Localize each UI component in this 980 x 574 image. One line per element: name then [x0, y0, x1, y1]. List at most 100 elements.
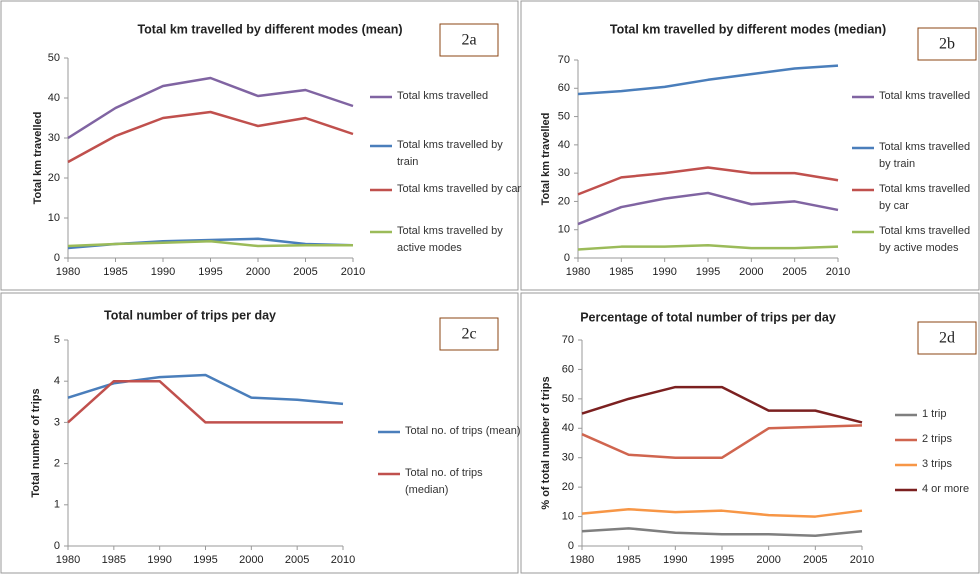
y-tick-label: 20	[562, 481, 574, 493]
y-tick-label: 40	[558, 139, 570, 151]
y-tick-label: 30	[558, 167, 570, 179]
panel-label: 2c	[461, 326, 476, 343]
y-tick-label: 3	[54, 416, 60, 428]
data-line	[581, 385, 863, 424]
x-tick-label: 1980	[56, 266, 80, 278]
x-tick-label: 1995	[193, 554, 217, 566]
panel-border	[0, 0, 519, 291]
y-tick-label: 0	[54, 540, 60, 552]
data-line	[577, 191, 839, 226]
y-tick-label: 4	[54, 375, 60, 387]
x-tick-label: 1995	[696, 266, 720, 278]
y-tick-label: 1	[54, 499, 60, 511]
legend-label: Total kms travelled by car	[397, 183, 522, 195]
panel-border	[520, 292, 980, 574]
x-tick-label: 2010	[826, 266, 850, 278]
y-tick-label: 30	[48, 132, 60, 144]
y-tick-label: 20	[558, 195, 570, 207]
x-tick-label: 1985	[103, 266, 127, 278]
y-tick-label: 40	[562, 422, 574, 434]
chart-title: Total km travelled by different modes (m…	[610, 22, 886, 36]
panel-border	[520, 0, 980, 291]
panel-label: 2b	[939, 36, 955, 53]
x-tick-label: 2005	[803, 554, 827, 566]
y-tick-label: 50	[558, 110, 570, 122]
data-line	[581, 527, 863, 537]
data-line	[67, 379, 343, 424]
y-tick-label: 40	[48, 92, 60, 104]
x-tick-label: 1985	[102, 554, 126, 566]
y-tick-label: 30	[562, 452, 574, 464]
legend-label: Total no. of trips (mean)	[405, 425, 521, 437]
x-tick-label: 2010	[850, 554, 874, 566]
x-tick-label: 2000	[756, 554, 780, 566]
y-tick-label: 0	[54, 252, 60, 264]
legend-label: Total kms travelled by train	[397, 139, 503, 168]
panel-label-box	[917, 321, 977, 355]
legend-label: 1 trip	[922, 408, 947, 420]
chart-title: Total km travelled by different modes (m…	[137, 22, 402, 36]
x-tick-label: 2010	[341, 266, 365, 278]
legend-label: 2 trips	[922, 433, 952, 445]
panel-label: 2a	[461, 32, 476, 49]
x-tick-label: 2000	[739, 266, 763, 278]
legend-label: 4 or more	[922, 483, 970, 495]
y-tick-label: 70	[562, 334, 574, 346]
x-tick-label: 1990	[663, 554, 687, 566]
chart-title: Total number of trips per day	[104, 308, 276, 322]
y-axis-label: % of total number of trips	[540, 376, 552, 509]
x-tick-label: 1980	[56, 554, 80, 566]
x-tick-label: 2010	[331, 554, 355, 566]
x-tick-label: 1985	[609, 266, 633, 278]
data-line	[581, 507, 863, 518]
y-tick-label: 0	[564, 252, 570, 264]
y-tick-label: 70	[558, 54, 570, 66]
data-line	[67, 239, 353, 248]
x-tick-label: 1990	[652, 266, 676, 278]
y-tick-label: 0	[568, 540, 574, 552]
x-tick-label: 2000	[246, 266, 270, 278]
y-tick-label: 60	[558, 82, 570, 94]
legend-label: Total kms travelled by active modes	[879, 225, 971, 254]
data-line	[67, 76, 354, 140]
x-tick-label: 1990	[147, 554, 171, 566]
x-tick-label: 1995	[710, 554, 734, 566]
panel-label-box	[439, 23, 499, 57]
x-tick-label: 2005	[782, 266, 806, 278]
legend-label: 3 trips	[922, 458, 952, 470]
x-tick-label: 2005	[285, 554, 309, 566]
y-axis-label: Total km travelled	[32, 112, 44, 205]
y-tick-label: 50	[48, 52, 60, 64]
x-tick-label: 2000	[239, 554, 263, 566]
chart-title: Percentage of total number of trips per …	[580, 310, 836, 324]
y-tick-label: 50	[562, 393, 574, 405]
y-tick-label: 20	[48, 172, 60, 184]
y-tick-label: 10	[562, 510, 574, 522]
x-tick-label: 1995	[198, 266, 222, 278]
legend-label: Total no. of trips (median)	[405, 467, 483, 496]
panel-label-box	[917, 27, 977, 61]
panel-border	[0, 292, 519, 574]
data-line	[577, 166, 839, 196]
y-axis-label: Total number of trips	[30, 388, 42, 497]
x-tick-label: 1980	[570, 554, 594, 566]
x-tick-label: 2005	[293, 266, 317, 278]
y-tick-label: 60	[562, 363, 574, 375]
x-tick-label: 1980	[566, 266, 590, 278]
legend-label: Total kms travelled by active modes	[397, 225, 503, 254]
x-tick-label: 1990	[151, 266, 175, 278]
data-line	[577, 64, 839, 96]
y-tick-label: 10	[48, 212, 60, 224]
data-line	[581, 424, 863, 459]
data-line	[577, 244, 839, 251]
y-axis-label: Total km travelled	[540, 113, 552, 206]
y-tick-label: 5	[54, 334, 60, 346]
data-line	[67, 373, 344, 406]
panel-label-box	[439, 317, 499, 351]
y-tick-label: 10	[558, 224, 570, 236]
legend-label: Total kms travelled by car	[879, 183, 971, 212]
legend-label: Total kms travelled	[397, 90, 489, 102]
panel-label: 2d	[939, 330, 955, 347]
